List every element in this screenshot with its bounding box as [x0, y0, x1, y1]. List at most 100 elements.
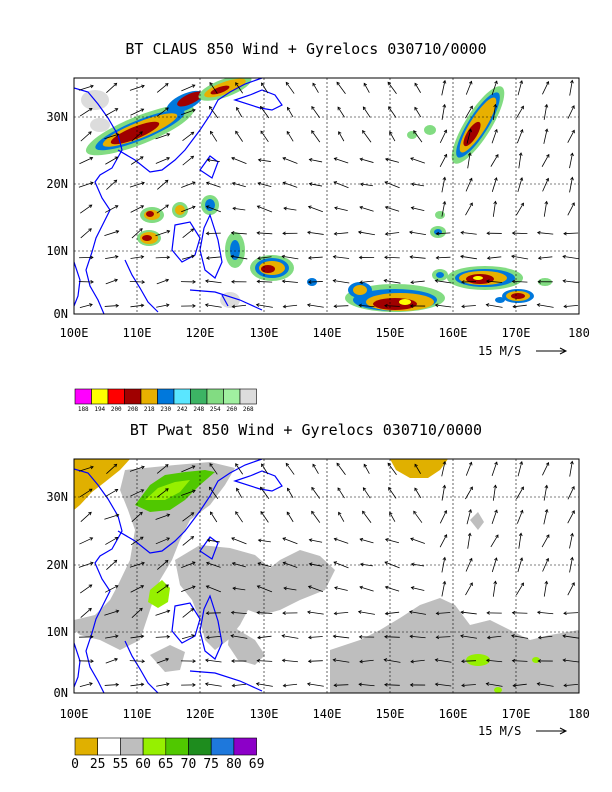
wind-vector-head	[166, 157, 171, 161]
wind-vector-head	[544, 580, 549, 585]
wind-vector-head	[90, 280, 94, 284]
wind-vector-head	[468, 509, 472, 513]
wind-vector	[104, 305, 119, 307]
wind-vector-head	[115, 229, 120, 234]
wind-vector-head	[190, 155, 195, 160]
wind-vector-head	[495, 154, 499, 158]
wind-vector-head	[467, 532, 472, 537]
wind-vector-head	[139, 536, 144, 541]
wind-vector-head	[358, 682, 362, 687]
wind-vector-head	[544, 200, 549, 205]
wind-vector-head	[442, 580, 447, 585]
wind-vector-head	[230, 610, 235, 615]
wind-vector	[308, 585, 323, 593]
wind-vector-head	[461, 659, 465, 664]
wind-vector-head	[230, 254, 234, 259]
colorbar-swatch	[206, 388, 224, 405]
wind-vector	[156, 658, 169, 664]
wind-vector-head	[260, 510, 264, 515]
wind-vector-head	[409, 634, 413, 639]
lat-label: 0N	[54, 307, 68, 321]
wind-vector	[130, 536, 144, 546]
wind-vector	[516, 129, 523, 144]
wind-vector	[492, 104, 496, 120]
wind-vector	[260, 487, 270, 499]
pwat-field	[74, 459, 579, 693]
wind-vector	[486, 659, 503, 663]
wind-vector	[105, 279, 118, 285]
wind-vector-head	[206, 538, 211, 543]
bottom-panel-title: BT Pwat 850 Wind + Gyrelocs 030710/0000	[129, 421, 483, 439]
wind-vector	[439, 129, 447, 143]
lon-label: 150E	[376, 326, 405, 340]
wind-vector-head	[257, 158, 262, 162]
wind-vector-head	[282, 537, 287, 541]
wind-vector	[564, 683, 578, 687]
colorbar-label: 25	[90, 757, 106, 772]
colorbar-label: 70	[181, 757, 197, 772]
wind-vector	[516, 486, 524, 500]
wind-vector	[257, 635, 272, 639]
wind-vector-head	[231, 181, 236, 186]
wind-vector-head	[408, 230, 413, 235]
wind-vector	[129, 466, 145, 472]
wind-vector	[487, 256, 502, 259]
wind-vector-head	[485, 682, 490, 686]
wind-vector-head	[191, 254, 195, 259]
wind-vector-head	[306, 303, 311, 307]
wind-vector-head	[359, 585, 363, 590]
wind-vector	[79, 682, 93, 688]
wind-vector-head	[257, 635, 261, 640]
wind-vector-head	[307, 635, 312, 640]
wind-vector	[257, 182, 272, 188]
wind-vector-head	[307, 659, 312, 664]
wind-vector	[205, 304, 222, 308]
wind-vector	[157, 180, 169, 190]
wind-vector-head	[255, 303, 260, 307]
wind-vector	[441, 461, 446, 477]
wind-vector-head	[545, 461, 550, 466]
wind-vector-head	[359, 205, 363, 210]
wind-vector-head	[235, 130, 239, 135]
wind-vector-head	[332, 634, 337, 639]
wind-vector	[334, 538, 349, 544]
wind-vector-head	[286, 511, 291, 516]
wind-vector	[409, 231, 426, 236]
wind-vector-head	[306, 682, 311, 686]
wind-vector-head	[232, 586, 236, 591]
wind-vector	[441, 557, 446, 573]
wind-vector-head	[209, 82, 213, 86]
wind-vector-head	[139, 511, 143, 516]
wind-vector	[130, 635, 144, 639]
vector-ref-label: 15 M/S	[478, 724, 521, 738]
wind-vector	[384, 636, 400, 638]
wind-vector	[410, 538, 425, 544]
lon-label: 170E	[502, 707, 531, 721]
wind-vector-head	[166, 513, 171, 518]
wind-vector	[537, 611, 554, 615]
wind-vector	[130, 156, 144, 165]
colorbar-swatch	[173, 388, 191, 405]
wind-vector	[261, 463, 269, 475]
wind-vector	[282, 280, 298, 283]
wind-vector-head	[442, 103, 447, 108]
wind-vector-head	[562, 658, 567, 663]
wind-vector-head	[141, 659, 146, 664]
wind-vector-head	[570, 460, 574, 465]
wind-vector-head	[469, 582, 473, 586]
wind-vector	[334, 305, 349, 307]
wind-vector-head	[205, 585, 210, 589]
wind-vector-head	[413, 510, 417, 515]
wind-vector	[80, 584, 92, 594]
wind-vector	[181, 84, 195, 92]
wind-vector-head	[114, 536, 119, 541]
colorbar-label: 188	[78, 406, 89, 413]
wind-vector-head	[192, 659, 197, 663]
wind-vector	[261, 82, 269, 94]
wind-vector-head	[389, 131, 393, 135]
wind-vector	[307, 231, 324, 235]
wind-vector	[563, 659, 579, 663]
colorbar-label: 242	[177, 406, 188, 413]
wind-vector-head	[88, 107, 93, 112]
colorbar-label: 260	[226, 406, 237, 413]
